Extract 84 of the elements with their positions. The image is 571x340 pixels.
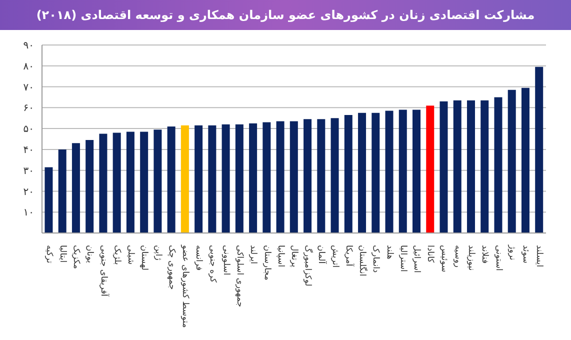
bar	[167, 126, 176, 233]
x-tick-label: آلمان	[316, 245, 328, 264]
bar	[304, 119, 312, 233]
bar	[194, 125, 203, 233]
bar	[521, 88, 530, 233]
y-tick-label: ۱۰	[23, 208, 34, 219]
bar	[330, 118, 339, 233]
bar	[126, 132, 134, 233]
bar	[222, 124, 230, 233]
bar	[480, 100, 489, 233]
x-tick-label: ایتالیا	[57, 245, 68, 263]
x-tick-label: فنلاند	[480, 245, 490, 264]
x-tick-label: جمهوری چک	[166, 245, 176, 290]
bar	[440, 101, 448, 233]
bar	[317, 119, 326, 233]
bar	[58, 149, 66, 233]
y-tick-label: ۲۰	[23, 186, 34, 198]
x-tick-label: هلند	[384, 245, 394, 260]
bar	[508, 90, 516, 233]
x-tick-label: کره جنوبی	[207, 245, 218, 284]
bar	[385, 110, 394, 233]
bar	[372, 112, 380, 233]
x-tick-label: مکزیک	[71, 245, 82, 269]
x-tick-label: شیلی	[126, 245, 136, 265]
x-tick-label: اسلوونی	[220, 245, 231, 276]
bar	[453, 100, 462, 233]
bar	[412, 110, 421, 233]
bar	[99, 134, 108, 233]
x-tick-label: استرالیا	[398, 245, 408, 272]
bar	[494, 97, 502, 233]
x-tick-label: لهستان	[139, 245, 150, 270]
bar	[249, 123, 258, 233]
x-tick-label: نروژ	[506, 244, 517, 260]
bar	[276, 121, 284, 233]
y-tick-label: ۵۰	[23, 124, 34, 136]
x-tick-label: اسپانیا	[275, 245, 286, 268]
y-tick-label: ۷۰	[23, 82, 34, 94]
bar	[398, 110, 407, 233]
x-tick-label: آمریکا	[343, 245, 354, 267]
x-tick-label: سوئیس	[438, 245, 449, 272]
bar	[72, 143, 80, 233]
chart-title: مشارکت اقتصادی زنان در کشورهای عضو سازمان همکاری و توسعه اقتصادی (۲۰۱۸)	[0, 0, 571, 30]
x-tick-label: ژاپن	[152, 245, 163, 260]
y-tick-label: ۸۰	[23, 61, 34, 72]
bar	[535, 66, 544, 233]
x-tick-label: یونان	[84, 245, 95, 264]
bar	[358, 112, 366, 233]
bar	[140, 132, 148, 233]
x-tick-label: متوسط کشورهای عضو	[180, 244, 190, 328]
x-tick-label: بلژیک	[112, 245, 122, 265]
x-tick-label: روسیه	[452, 245, 462, 268]
x-tick-label: آفریقای جنوبی	[98, 245, 110, 298]
bar	[235, 124, 244, 233]
x-tick-label: فرانسه	[194, 245, 204, 271]
bar	[208, 125, 216, 233]
bar	[154, 130, 162, 233]
x-tick-label: لوکزامبورگ	[302, 245, 314, 286]
x-tick-label: سوئد	[520, 245, 531, 264]
x-tick-label: پرتغال	[289, 245, 299, 268]
bar	[262, 122, 271, 233]
bar	[86, 140, 94, 233]
bar	[112, 132, 121, 233]
x-tick-label: نیوزیلند	[466, 245, 476, 271]
bar	[44, 167, 53, 233]
y-tick-label: ۹۰	[23, 40, 34, 52]
y-tick-label: ۶۰	[23, 103, 34, 114]
x-tick-label: جمهوری اسلواکی	[234, 245, 245, 308]
x-tick-label: مجارستان	[262, 245, 272, 280]
bar	[180, 125, 189, 233]
x-tick-label: ترکیه	[44, 245, 54, 264]
x-tick-label: انگلستان	[357, 245, 368, 276]
x-tick-label: کانادا	[425, 245, 436, 264]
y-tick-label: ۴۰	[23, 144, 34, 156]
bar	[426, 106, 434, 233]
x-tick-label: ایرلند	[248, 245, 258, 264]
bar	[290, 121, 298, 233]
bar	[344, 114, 352, 233]
x-tick-label: اتریش	[330, 245, 340, 268]
y-tick-label: ۳۰	[23, 166, 34, 177]
x-tick-label: ایسلند	[534, 245, 544, 268]
x-tick-label: دانمارک	[370, 245, 381, 273]
x-tick-label: اسرائیل	[412, 245, 422, 273]
x-tick-label: استونی	[493, 245, 504, 271]
bar	[466, 100, 475, 233]
